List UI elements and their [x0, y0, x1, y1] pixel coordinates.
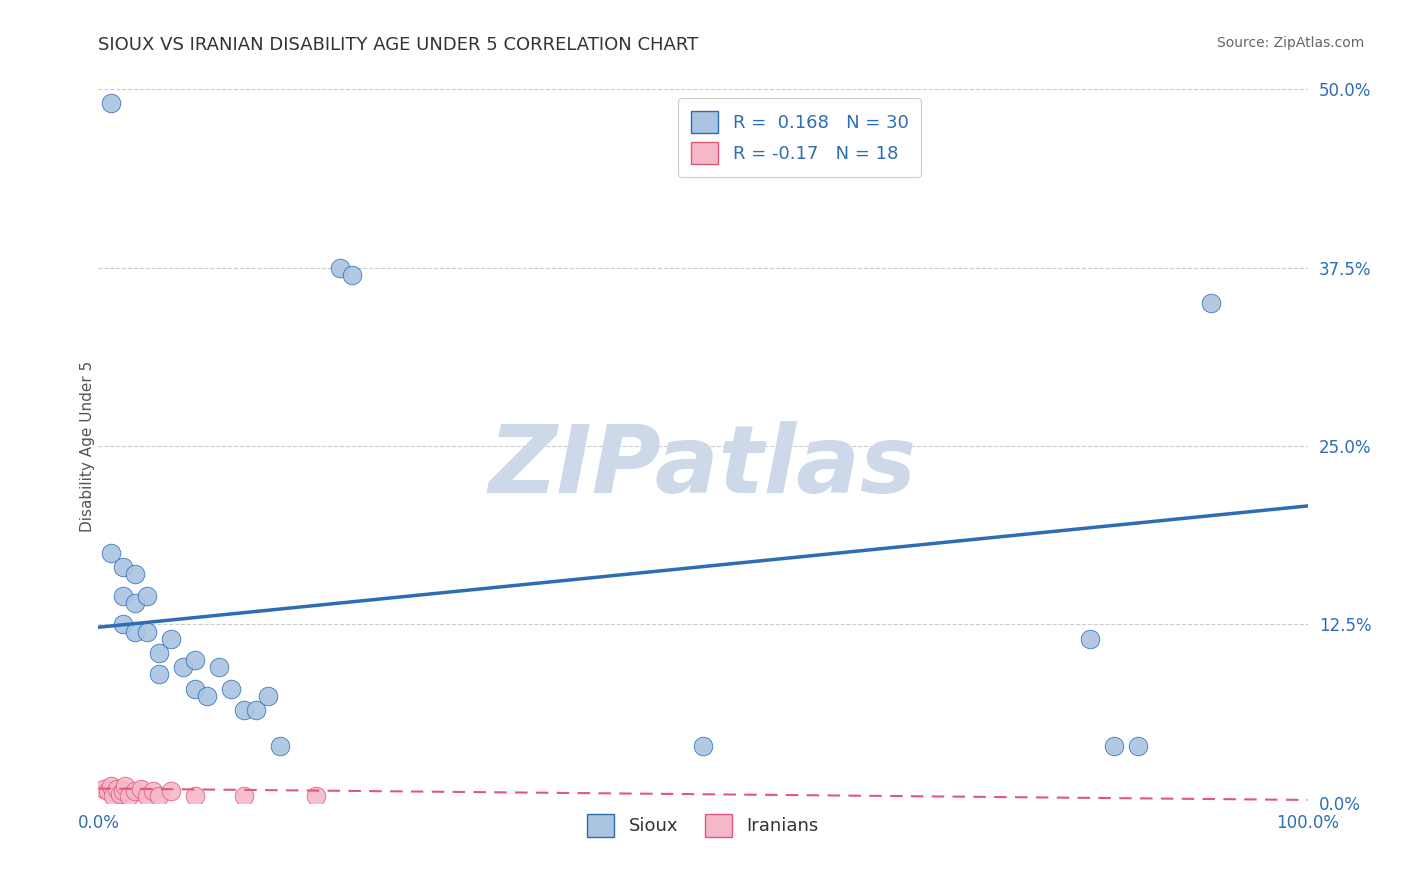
Point [172, 660, 194, 674]
Text: SIOUX VS IRANIAN DISABILITY AGE UNDER 5 CORRELATION CHART: SIOUX VS IRANIAN DISABILITY AGE UNDER 5 … [98, 36, 699, 54]
Point [1078, 632, 1101, 646]
Y-axis label: Disability Age Under 5: Disability Age Under 5 [80, 360, 94, 532]
Point [101, 789, 124, 803]
Point [111, 617, 134, 632]
Point [1102, 739, 1125, 753]
Point [129, 781, 152, 796]
Point [245, 703, 267, 717]
Point [148, 646, 170, 660]
Point [329, 260, 352, 275]
Point [124, 784, 146, 798]
Point [256, 689, 278, 703]
Point [160, 632, 183, 646]
Point [148, 667, 170, 681]
Point [1128, 739, 1150, 753]
Point [184, 789, 207, 803]
Point [269, 739, 291, 753]
Point [160, 784, 183, 798]
Point [305, 789, 328, 803]
Point [195, 689, 218, 703]
Text: ZIPatlas: ZIPatlas [489, 421, 917, 514]
Point [135, 789, 157, 803]
Point [692, 739, 714, 753]
Point [142, 784, 165, 798]
Point [124, 596, 146, 610]
Point [111, 560, 134, 574]
Point [111, 784, 134, 798]
Point [97, 784, 120, 798]
Point [111, 589, 134, 603]
Text: Source: ZipAtlas.com: Source: ZipAtlas.com [1216, 36, 1364, 50]
Point [108, 787, 131, 801]
Point [221, 681, 243, 696]
Point [93, 781, 115, 796]
Point [124, 567, 146, 582]
Point [184, 653, 207, 667]
Legend: Sioux, Iranians: Sioux, Iranians [579, 807, 827, 844]
Point [114, 779, 136, 793]
Point [135, 589, 157, 603]
Point [232, 789, 254, 803]
Point [135, 624, 157, 639]
Point [208, 660, 231, 674]
Point [105, 781, 128, 796]
Point [100, 546, 122, 560]
Point [118, 789, 141, 803]
Point [124, 624, 146, 639]
Point [100, 96, 122, 111]
Point [232, 703, 254, 717]
Point [1199, 296, 1222, 310]
Point [184, 681, 207, 696]
Point [148, 789, 170, 803]
Point [100, 779, 122, 793]
Point [342, 268, 364, 282]
